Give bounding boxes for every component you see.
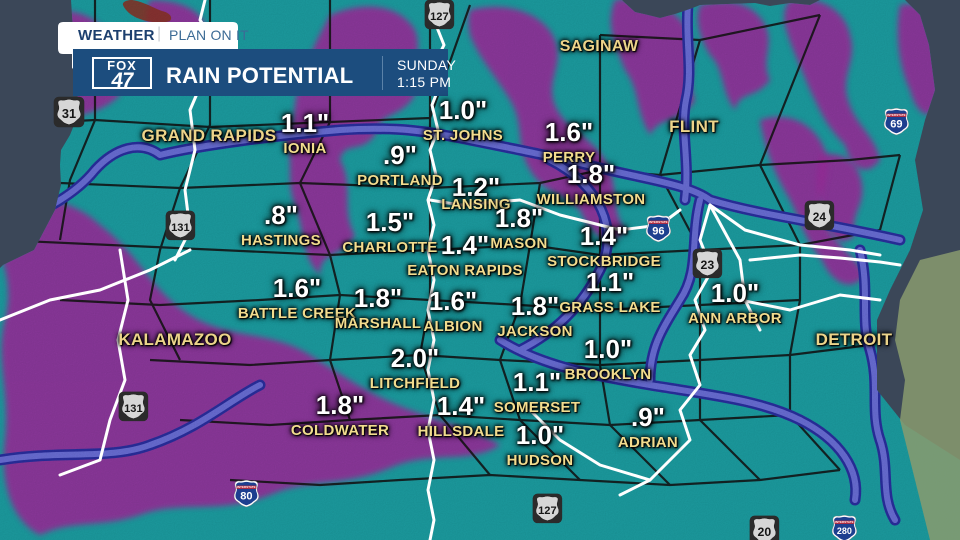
- svg-text:127: 127: [538, 505, 556, 517]
- svg-text:127: 127: [430, 11, 448, 23]
- svg-text:80: 80: [240, 491, 252, 503]
- svg-text:24: 24: [813, 210, 827, 224]
- svg-text:131: 131: [171, 222, 189, 234]
- svg-text:20: 20: [758, 525, 772, 539]
- svg-text:23: 23: [701, 258, 715, 272]
- svg-text:131: 131: [124, 403, 142, 415]
- svg-text:69: 69: [890, 119, 902, 131]
- svg-text:31: 31: [62, 106, 76, 121]
- svg-text:96: 96: [652, 226, 664, 238]
- svg-text:280: 280: [837, 526, 852, 536]
